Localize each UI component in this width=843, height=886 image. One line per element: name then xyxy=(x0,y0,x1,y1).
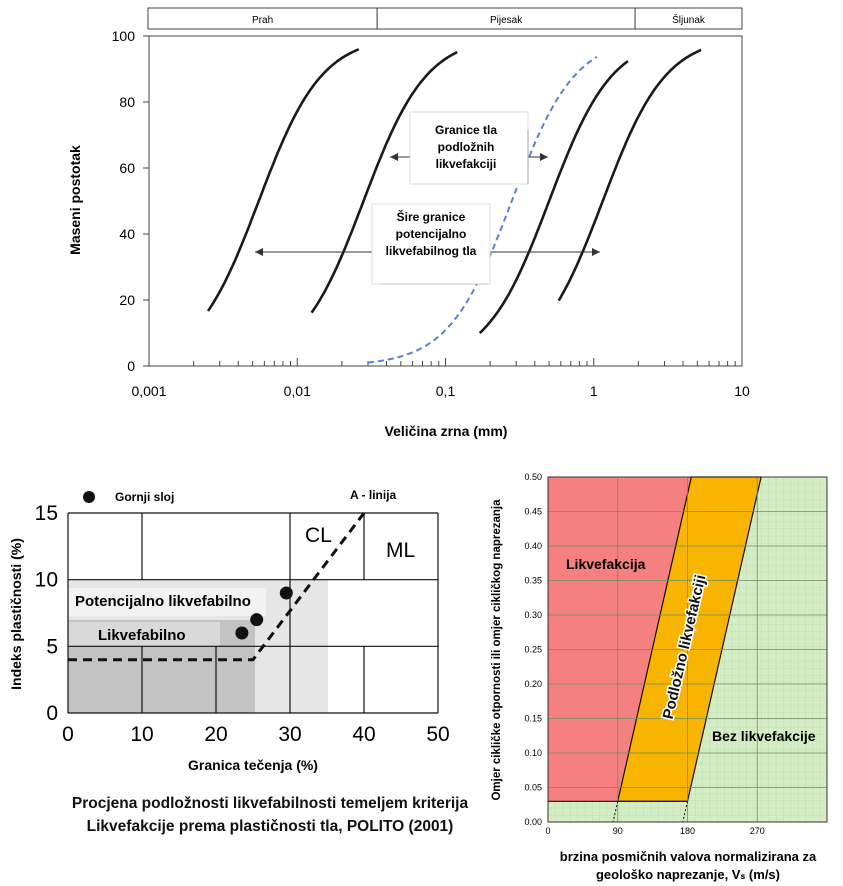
inner-bounds-annotation: Granice tla podložnih likvefakciji xyxy=(390,111,548,185)
inner-label-line-1: Granice tla xyxy=(435,123,497,137)
vs-y-tick-label: 0.10 xyxy=(524,748,542,758)
plasticity-points xyxy=(235,586,293,640)
pl-y-tick-label: 5 xyxy=(46,635,58,658)
soil-class-label: Šljunak xyxy=(672,13,706,26)
boundary-extension xyxy=(682,801,688,823)
vs-x-axis-label-2: geološko naprezanje, Vₛ (m/s) xyxy=(596,867,780,882)
y-axis-label: Maseni postotak xyxy=(67,145,83,255)
figure-caption: Procjena podložnosti likvefabilnosti tem… xyxy=(0,792,540,838)
vs-ticks: 0.00 0.05 0.10 0.15 0.20 0.25 0.30 0.35 0.40 0.45… xyxy=(524,472,764,836)
liquefaction-label: Likvefakcija xyxy=(566,556,646,572)
soil-class-bar: Prah Pijesak Šljunak xyxy=(147,7,743,30)
boundary-extensions xyxy=(612,801,688,823)
zone-potential-label: Potencijalno likvefabilno xyxy=(75,593,251,610)
vs-y-tick-label: 0.15 xyxy=(524,714,542,724)
pl-x-tick-label: 20 xyxy=(204,723,227,746)
x-tick-label: 0,001 xyxy=(131,383,166,399)
plasticity-ticks: 0 10 20 30 40 50 0 5 10 15 xyxy=(35,502,450,746)
outer-label-line-3: likvefabilnog tla xyxy=(386,244,477,258)
vs-x-tick-label: 270 xyxy=(750,826,765,836)
gradation-curve xyxy=(557,48,702,302)
soil-class-label: Pijesak xyxy=(490,15,523,26)
pl-x-tick-label: 40 xyxy=(352,723,375,746)
vs-y-tick-label: 0.50 xyxy=(524,472,542,482)
x-tick-label: 0,1 xyxy=(436,383,456,399)
plot-frame xyxy=(148,35,743,367)
y-axis-ticks: 0 20 40 60 80 100 xyxy=(112,28,149,374)
a-line-label: A - linija xyxy=(350,488,397,502)
x-axis-ticks: 0,001 0,01 0,1 1 10 xyxy=(131,358,750,399)
pl-x-tick-label: 30 xyxy=(278,723,301,746)
vs-y-tick-label: 0.45 xyxy=(524,507,542,517)
plasticity-grid xyxy=(67,512,439,714)
inner-label-line-3: likvefakciji xyxy=(436,157,497,171)
soil-class-cell xyxy=(634,7,743,30)
x-tick-label: 1 xyxy=(590,383,598,399)
outer-label-line-1: Šire granice xyxy=(397,209,466,224)
gradation-curve xyxy=(206,48,360,312)
boundary-extension xyxy=(612,801,619,823)
no-liquefaction-label: Bez likvefakcije xyxy=(712,728,816,744)
pl-y-tick-label: 10 xyxy=(35,569,58,592)
a-line xyxy=(68,512,366,662)
vs-x-tick-label: 180 xyxy=(680,826,695,836)
data-point xyxy=(235,626,249,640)
pl-y-tick-label: 15 xyxy=(35,502,58,525)
pl-y-axis-label: Indeks plastičnosti (%) xyxy=(8,538,24,690)
vs-y-tick-label: 0.00 xyxy=(524,817,542,827)
inner-label-line-2: podložnih xyxy=(438,140,495,154)
vs-grid xyxy=(548,476,827,823)
region-cl-label: CL xyxy=(305,524,332,547)
vs-y-tick-label: 0.25 xyxy=(524,645,542,655)
data-point xyxy=(279,586,293,600)
soil-class-label: Prah xyxy=(252,15,273,26)
vs-y-tick-label: 0.20 xyxy=(524,679,542,689)
y-tick-label: 0 xyxy=(127,358,135,374)
legend-label: Gornji sloj xyxy=(115,490,174,504)
pl-x-tick-label: 50 xyxy=(426,723,449,746)
vs-y-tick-label: 0.35 xyxy=(524,576,542,586)
pl-x-tick-label: 0 xyxy=(62,723,74,746)
outer-label-line-2: potencijalno xyxy=(396,227,467,241)
pl-x-axis-label: Granica tečenja (%) xyxy=(188,757,318,773)
region-ml-label: ML xyxy=(386,539,415,562)
vs-y-axis-label: Omjer cikličke otpornosti ili omjer cikl… xyxy=(491,499,503,801)
y-tick-label: 60 xyxy=(119,160,135,176)
zone-liquefiable-label: Likvefabilno xyxy=(98,627,186,644)
shear-wave-chart: 0.00 0.05 0.10 0.15 0.20 0.25 0.30 0.35 0.40 0.45… xyxy=(491,472,828,882)
gradation-curve xyxy=(478,60,629,335)
y-tick-label: 40 xyxy=(119,226,135,242)
y-tick-label: 100 xyxy=(112,28,136,44)
x-tick-label: 10 xyxy=(734,383,750,399)
x-tick-label: 0,01 xyxy=(284,383,311,399)
legend-marker xyxy=(83,491,95,503)
vs-y-tick-label: 0.05 xyxy=(524,783,542,793)
vs-y-tick-label: 0.40 xyxy=(524,541,542,551)
caption-line-2: Likvefakcije prema plastičnosti tla, POL… xyxy=(86,818,454,835)
liquefaction-region xyxy=(548,477,692,802)
vs-x-axis-label-1: brzina posmičnih valova normalizirana za xyxy=(560,849,817,864)
plasticity-chart: 0 10 20 30 40 50 0 5 10 15 Potencijalno likvefabi… xyxy=(8,488,450,773)
grain-size-chart: Prah Pijesak Šljunak 0,001 0,01 0,1 1 10 0 20 40… xyxy=(67,7,750,439)
caption-line-1: Procjena podložnosti likvefabilnosti tem… xyxy=(71,795,469,812)
pl-y-tick-label: 0 xyxy=(46,702,58,725)
y-tick-label: 80 xyxy=(119,94,135,110)
pl-x-tick-label: 10 xyxy=(130,723,153,746)
vs-y-tick-label: 0.30 xyxy=(524,610,542,620)
data-point xyxy=(250,613,264,627)
vs-x-tick-label: 90 xyxy=(613,826,623,836)
y-tick-label: 20 xyxy=(119,292,135,308)
x-axis-label: Veličina zrna (mm) xyxy=(385,423,508,439)
vs-x-tick-label: 0 xyxy=(545,826,550,836)
outer-bounds-annotation: Šire granice potencijalno likvefabilnog … xyxy=(255,203,600,285)
gradation-curve xyxy=(310,50,458,314)
